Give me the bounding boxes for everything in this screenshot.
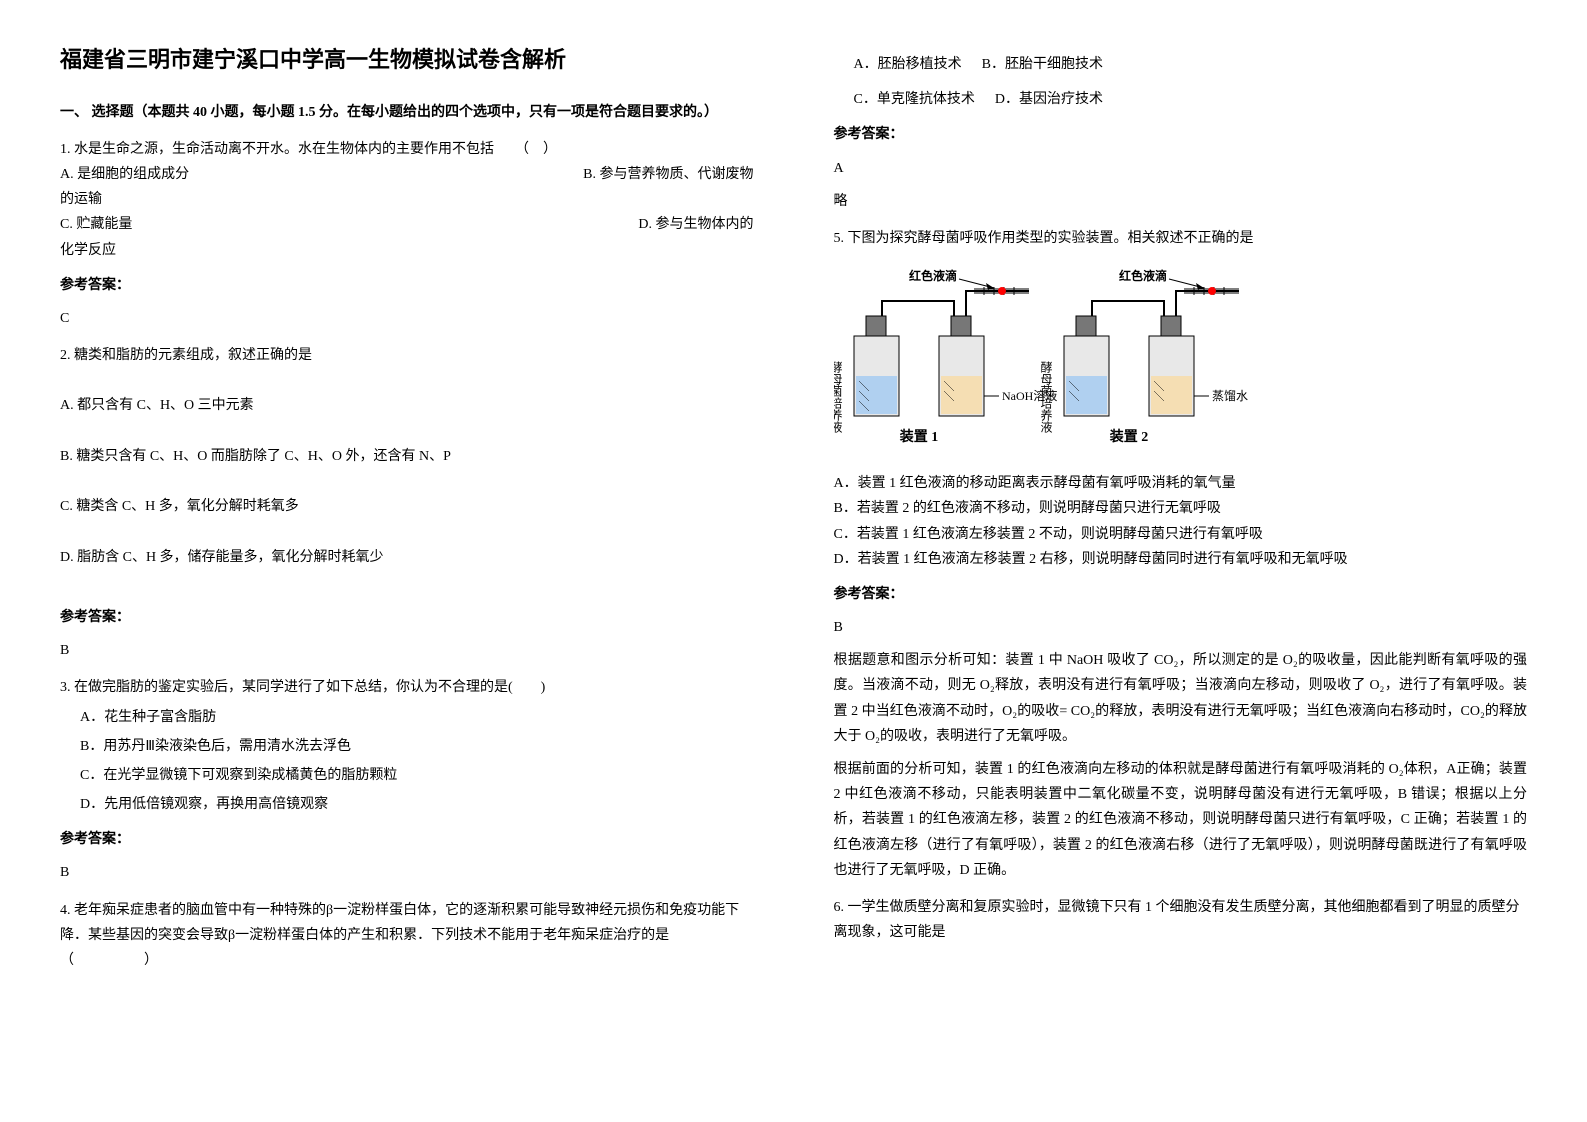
q2-optA: A. 都只含有 C、H、O 三中元素 [60,393,754,418]
q1-contB: 的运输 [60,187,754,212]
question-4-cont: A．胚胎移植技术 B．胚胎干细胞技术 C．单克隆抗体技术 D．基因治疗技术 参考… [834,52,1528,214]
q1-optA: A. 是细胞的组成成分 [60,162,189,187]
water-label: 蒸馏水 [1212,389,1248,403]
q5-diagram: 红色液滴 NaOH溶液 酵母菌培养液 装置 1 [834,266,1528,456]
drop-label: 红色液滴 [1119,268,1167,283]
answer-label: 参考答案： [834,582,1528,607]
drop-label: 红色液滴 [909,268,957,283]
q2-answer: B [60,638,754,663]
question-1: 1. 水是生命之源，生命活动离不开水。水在生物体内的主要作用不包括 （ ） A.… [60,137,754,331]
q3-optB: B．用苏丹Ⅲ染液染色后，需用清水洗去浮色 [80,734,754,759]
q5-answer: B [834,615,1528,640]
answer-label: 参考答案： [60,827,754,852]
left-column: 福建省三明市建宁溪口中学高一生物模拟试卷含解析 一、 选择题（本题共 40 小题… [60,40,754,985]
q3-optC: C．在光学显微镜下可观察到染成橘黄色的脂肪颗粒 [80,763,754,788]
q4-answer: A [834,156,1528,181]
q5-stem: 5. 下图为探究酵母菌呼吸作用类型的实验装置。相关叙述不正确的是 [834,226,1528,251]
q4-optC: C．单克隆抗体技术 [854,87,975,112]
q5-optC: C．若装置 1 红色液滴左移装置 2 不动，则说明酵母菌只进行有氧呼吸 [834,522,1528,547]
q4-stem: 4. 老年痴呆症患者的脑血管中有一种特殊的β一淀粉样蛋白体，它的逐渐积累可能导致… [60,898,754,974]
q1-stem: 1. 水是生命之源，生命活动离不开水。水在生物体内的主要作用不包括 （ ） [60,137,754,162]
q3-optD: D．先用低倍镜观察，再换用高倍镜观察 [80,792,754,817]
question-4: 4. 老年痴呆症患者的脑血管中有一种特殊的β一淀粉样蛋白体，它的逐渐积累可能导致… [60,898,754,974]
q6-stem: 6. 一学生做质壁分离和复原实验时，显微镜下只有 1 个细胞没有发生质壁分离，其… [834,895,1528,945]
q4-optA: A．胚胎移植技术 [854,52,962,77]
q3-answer: B [60,860,754,885]
device1-label: 装置 1 [898,428,938,445]
yeast-label: 酵母菌培养液 [834,361,843,433]
answer-label: 参考答案： [834,122,1528,147]
q1-contD: 化学反应 [60,238,754,263]
q2-stem: 2. 糖类和脂肪的元素组成，叙述正确的是 [60,343,754,368]
q4-extra: 略 [834,189,1528,214]
right-column: A．胚胎移植技术 B．胚胎干细胞技术 C．单克隆抗体技术 D．基因治疗技术 参考… [834,40,1528,985]
q5-optA: A．装置 1 红色液滴的移动距离表示酵母菌有氧呼吸消耗的氧气量 [834,471,1528,496]
question-5: 5. 下图为探究酵母菌呼吸作用类型的实验装置。相关叙述不正确的是 [834,226,1528,883]
q5-exp1: 根据题意和图示分析可知：装置 1 中 NaOH 吸收了 CO₂，所以测定的是 O… [834,648,1528,749]
section-title: 一、 选择题（本题共 40 小题，每小题 1.5 分。在每小题给出的四个选项中，… [60,100,754,125]
q1-optB: B. 参与营养物质、代谢废物 [583,162,753,187]
question-2: 2. 糖类和脂肪的元素组成，叙述正确的是 A. 都只含有 C、H、O 三中元素 … [60,343,754,663]
question-6: 6. 一学生做质壁分离和复原实验时，显微镜下只有 1 个细胞没有发生质壁分离，其… [834,895,1528,945]
q1-answer: C [60,306,754,331]
q4-optD: D．基因治疗技术 [995,87,1103,112]
answer-label: 参考答案： [60,273,754,298]
q3-optA: A．花生种子富含脂肪 [80,705,754,730]
q2-optC: C. 糖类含 C、H 多，氧化分解时耗氧多 [60,494,754,519]
q5-exp2: 根据前面的分析可知，装置 1 的红色液滴向左移动的体积就是酵母菌进行有氧呼吸消耗… [834,757,1528,883]
question-3: 3. 在做完脂肪的鉴定实验后，某同学进行了如下总结，你认为不合理的是( ) A．… [60,675,754,885]
q3-stem: 3. 在做完脂肪的鉴定实验后，某同学进行了如下总结，你认为不合理的是( ) [60,675,754,700]
q1-optC: C. 贮藏能量 [60,212,132,237]
q4-optB: B．胚胎干细胞技术 [982,52,1103,77]
q2-optB: B. 糖类只含有 C、H、O 而脂肪除了 C、H、O 外，还含有 N、P [60,444,754,469]
q2-optD: D. 脂肪含 C、H 多，储存能量多，氧化分解时耗氧少 [60,545,754,570]
q1-optD: D. 参与生物体内的 [638,212,753,237]
q5-optD: D．若装置 1 红色液滴左移装置 2 右移，则说明酵母菌同时进行有氧呼吸和无氧呼… [834,547,1528,572]
yeast-label: 酵母菌培养液 [1039,361,1053,433]
q5-optB: B．若装置 2 的红色液滴不移动，则说明酵母菌只进行无氧呼吸 [834,496,1528,521]
answer-label: 参考答案： [60,605,754,630]
doc-title: 福建省三明市建宁溪口中学高一生物模拟试卷含解析 [60,40,754,80]
device2-label: 装置 2 [1108,428,1148,445]
